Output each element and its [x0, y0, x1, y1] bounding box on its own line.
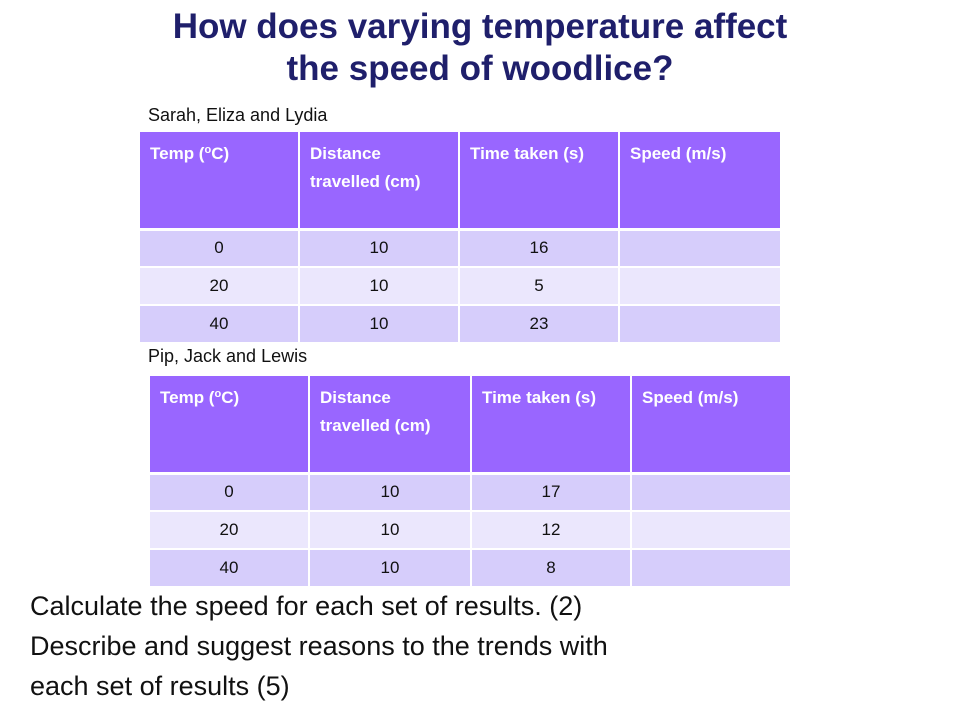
cell-distance: 10 — [308, 548, 472, 588]
header-speed: Speed (m/s) — [618, 130, 782, 231]
header-temp: Temp (oC) — [138, 130, 300, 231]
group-label-sarah-eliza-lydia: Sarah, Eliza and Lydia — [148, 105, 328, 125]
slide-title-line-2: the speed of woodlice? — [286, 49, 674, 88]
cell-speed[interactable] — [630, 510, 792, 550]
table-row: 0 10 17 — [148, 472, 792, 512]
header-distance: Distance travelled (cm) — [298, 130, 460, 231]
cell-time: 5 — [458, 266, 620, 306]
results-table-1: Temp (oC) Distance travelled (cm) Time t… — [138, 130, 782, 344]
cell-speed[interactable] — [630, 548, 792, 588]
cell-temp: 0 — [138, 228, 300, 268]
slide-title-line-1: How does varying temperature affect — [172, 7, 788, 46]
cell-temp: 40 — [148, 548, 310, 588]
table-row: 0 10 16 — [138, 228, 782, 268]
table-header-row: Temp (oC) Distance travelled (cm) Time t… — [148, 374, 792, 475]
cell-distance: 10 — [308, 510, 472, 550]
instruction-line-1: Calculate the speed for each set of resu… — [30, 591, 583, 621]
header-distance: Distance travelled (cm) — [308, 374, 472, 475]
degree-superscript: o — [204, 144, 212, 156]
cell-distance: 10 — [298, 304, 460, 344]
results-table-2: Temp (oC) Distance travelled (cm) Time t… — [148, 374, 792, 588]
cell-speed[interactable] — [618, 266, 782, 306]
table-row: 40 10 8 — [148, 548, 792, 588]
table-row: 20 10 12 — [148, 510, 792, 550]
table-header-row: Temp (oC) Distance travelled (cm) Time t… — [138, 130, 782, 231]
instruction-line-2: Describe and suggest reasons to the tren… — [30, 631, 608, 661]
cell-speed[interactable] — [618, 228, 782, 268]
cell-time: 17 — [470, 472, 632, 512]
cell-speed[interactable] — [618, 304, 782, 344]
cell-speed[interactable] — [630, 472, 792, 512]
cell-temp: 40 — [138, 304, 300, 344]
cell-temp: 0 — [148, 472, 310, 512]
header-speed: Speed (m/s) — [630, 374, 792, 475]
cell-time: 16 — [458, 228, 620, 268]
slide-title: How does varying temperature affect the … — [0, 6, 960, 90]
cell-temp: 20 — [138, 266, 300, 306]
table-row: 40 10 23 — [138, 304, 782, 344]
cell-temp: 20 — [148, 510, 310, 550]
degree-superscript: o — [214, 388, 222, 400]
cell-time: 23 — [458, 304, 620, 344]
table-row: 20 10 5 — [138, 266, 782, 306]
cell-distance: 10 — [298, 228, 460, 268]
cell-distance: 10 — [308, 472, 472, 512]
instruction-line-3: each set of results (5) — [30, 671, 290, 701]
task-instructions: Calculate the speed for each set of resu… — [30, 586, 950, 706]
header-time: Time taken (s) — [470, 374, 632, 475]
cell-distance: 10 — [298, 266, 460, 306]
cell-time: 8 — [470, 548, 632, 588]
group-label-pip-jack-lewis: Pip, Jack and Lewis — [148, 346, 308, 366]
header-temp: Temp (oC) — [148, 374, 310, 475]
cell-time: 12 — [470, 510, 632, 550]
header-time: Time taken (s) — [458, 130, 620, 231]
